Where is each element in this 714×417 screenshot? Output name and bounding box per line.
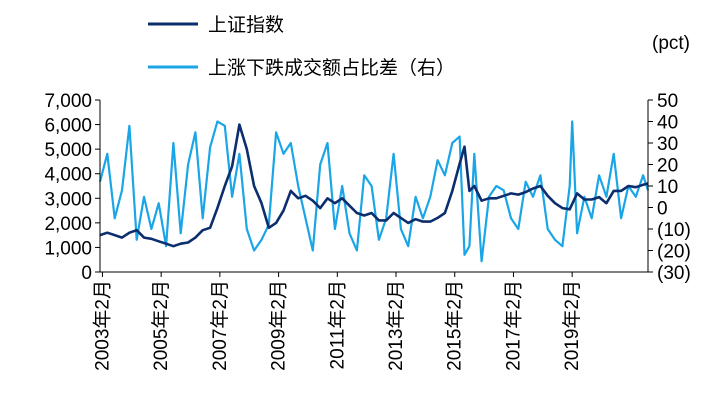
right-axis-tick-label: 10	[657, 177, 678, 198]
x-axis-tick-label: 2009年2月	[268, 280, 290, 371]
left-axis-tick-label: 6,000	[44, 116, 92, 137]
right-axis-tick-label: (30)	[657, 263, 691, 284]
legend: 上证指数 上涨下跌成交额占比差（右）	[148, 14, 455, 79]
right-axis-tick-label: 30	[657, 134, 678, 155]
right-axis-tick-label: 50	[657, 91, 678, 112]
x-axis-tick-label: 2011年2月	[326, 280, 348, 369]
series-layer	[98, 120, 650, 263]
right-axis-tick-label: (10)	[657, 220, 691, 241]
x-axis-tick-label: 2017年2月	[502, 280, 524, 371]
left-axis-tick-label: 5,000	[44, 140, 92, 161]
right-axis-tick-label: 20	[657, 156, 678, 177]
x-axis-tick-label: 2015年2月	[444, 280, 466, 371]
x-axis-tick-label: 2003年2月	[91, 280, 113, 371]
right-axis-tick-label: 0	[657, 199, 668, 220]
left-axis-tick-label: 3,000	[44, 189, 92, 210]
legend-label-breadth-diff: 上涨下跌成交额占比差（右）	[208, 57, 455, 79]
series-line-sse-index	[99, 123, 649, 248]
left-axis-tick-label: 2,000	[44, 214, 92, 235]
right-axis-tick-label: (20)	[657, 242, 691, 263]
series-line-breadth-diff	[98, 120, 650, 263]
x-axis-tick-label: 2005年2月	[150, 280, 172, 371]
x-axis-ticks: 2003年2月 2005年2月 2007年2月 2009年2月 2011年2月 2013年…	[91, 272, 583, 371]
left-axis-tick-label: 1,000	[44, 238, 92, 259]
left-axis-tick-label: 7,000	[44, 91, 92, 112]
left-axis-tick-label: 4,000	[44, 165, 92, 186]
x-axis-tick-label: 2007年2月	[209, 280, 231, 371]
right-axis-unit: (pct)	[652, 33, 690, 54]
x-axis-tick-label: 2019年2月	[561, 280, 583, 371]
legend-label-sse-index: 上证指数	[208, 14, 284, 36]
x-axis-tick-label: 2013年2月	[385, 280, 407, 371]
left-axis-ticks: 0 1,000 2,000 3,000 4,000 5,000 6,000 7,000	[44, 91, 100, 284]
right-axis-tick-label: 40	[657, 113, 678, 134]
left-axis-tick-label: 0	[81, 263, 92, 284]
